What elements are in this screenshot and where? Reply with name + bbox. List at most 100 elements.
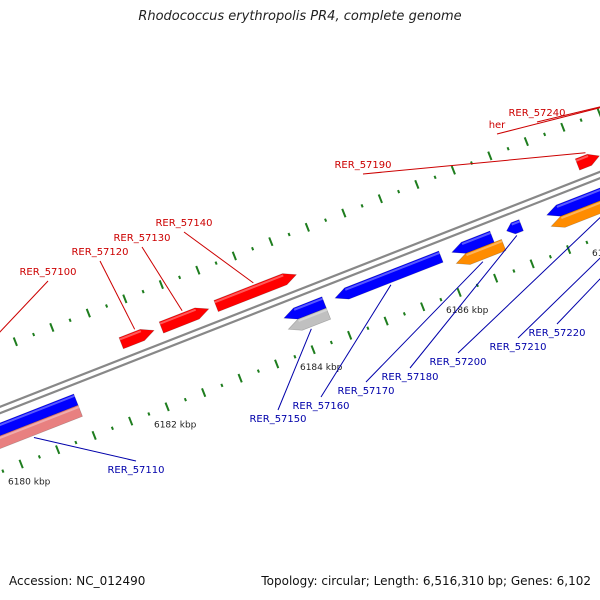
label-leader-line (141, 246, 183, 312)
tick-mark (105, 304, 109, 308)
scale-label: 6188 kbp (592, 249, 600, 259)
gene-arrow-g-o (287, 307, 332, 331)
tick-mark (433, 175, 437, 180)
tick-mark (566, 245, 572, 255)
gene-highlight (214, 274, 284, 304)
gene-highlight (461, 231, 491, 245)
tick-mark (347, 330, 353, 340)
tick-mark (74, 440, 78, 445)
label-leader-line (409, 235, 518, 369)
gene-arrow-g-q (451, 230, 495, 254)
gene-label: RER_57150 (249, 414, 306, 425)
tick-mark (231, 251, 237, 261)
tick-mark (1, 469, 5, 474)
tick-mark (158, 279, 164, 290)
tick-mark (195, 265, 201, 275)
tick-layer (1, 108, 600, 474)
tick-mark (341, 208, 347, 218)
label-leader-line (457, 216, 600, 354)
tick-mark (450, 165, 456, 175)
tick-mark (439, 297, 443, 302)
tick-mark (383, 316, 389, 326)
page-title: Rhodococcus erythropolis PR4, complete g… (138, 9, 462, 24)
tick-mark (529, 259, 535, 269)
label-layer: 6180 kbp 6182 kbp 6184 kbp 6186 kbp 6188 kbp… (0, 106, 600, 487)
tick-mark (329, 340, 333, 345)
gene-label: RER_57180 (381, 372, 438, 383)
label-leader-line (517, 257, 600, 339)
tick-mark (110, 426, 114, 431)
backbone-line (0, 177, 600, 415)
tick-mark (128, 416, 134, 426)
tick-mark (366, 326, 370, 331)
label-leader-line (183, 231, 254, 284)
gene-highlight (0, 406, 80, 439)
tick-mark (237, 373, 243, 383)
gene-highlight (511, 220, 521, 226)
scale-label: 6184 kbp (300, 363, 343, 373)
scale-label: 6182 kbp (154, 420, 197, 430)
gene-highlight (556, 188, 600, 208)
tick-mark (414, 179, 420, 189)
tick-mark (360, 204, 364, 208)
label-leader-line (99, 260, 136, 330)
gene-arrow-g-r (455, 238, 507, 265)
tick-mark (68, 318, 72, 323)
label-leader-line (536, 106, 600, 123)
gene-highlight (0, 394, 75, 427)
backbone-line (0, 170, 600, 408)
tick-mark (251, 246, 255, 251)
gene-highlight (575, 155, 589, 162)
tick-mark (310, 345, 316, 355)
gene-arrow-g-t (546, 187, 600, 217)
tick-mark (493, 273, 499, 283)
tick-mark (91, 430, 97, 440)
label-leader-line (362, 152, 586, 175)
tick-mark (543, 132, 547, 137)
tick-mark (377, 194, 383, 204)
tick-mark (548, 254, 552, 259)
label-leader-line (0, 280, 49, 333)
gene-label: RER_57130 (113, 233, 170, 244)
tick-mark (183, 397, 187, 402)
gene-label: RER_57140 (155, 218, 212, 229)
tick-mark (164, 402, 170, 412)
tick-mark (18, 459, 24, 469)
tick-mark (37, 455, 41, 459)
gene-label: RER_57110 (107, 465, 164, 476)
tick-mark (579, 118, 583, 122)
tick-mark (523, 137, 529, 147)
tick-mark (55, 445, 61, 455)
tick-mark (487, 151, 493, 161)
label-leader-line (496, 107, 600, 135)
scale-label: 6186 kbp (446, 306, 489, 316)
gene-label: RER_57190 (334, 160, 391, 171)
gene-label: RER_57210 (489, 342, 546, 353)
gene-label: her (489, 120, 506, 131)
tick-mark (304, 222, 310, 232)
gene-highlight (561, 201, 600, 219)
tick-mark (274, 359, 280, 369)
accession-text: Accession: NC_012490 (9, 574, 146, 588)
scale-label: 6180 kbp (8, 477, 51, 487)
label-leader-line (277, 328, 312, 411)
label-leader-line (33, 437, 137, 462)
tick-mark (12, 337, 18, 347)
tick-mark (220, 383, 224, 388)
gene-label: RER_57120 (71, 247, 128, 258)
tick-mark (85, 308, 91, 318)
gene-arrow-g-e (118, 329, 155, 350)
genome-info-text: Topology: circular; Length: 6,516,310 bp… (261, 574, 591, 588)
gene-arrow-g-p (334, 250, 444, 300)
tick-mark (147, 412, 151, 416)
tick-mark (201, 387, 207, 398)
tick-mark (141, 289, 145, 294)
gene-highlight (298, 308, 328, 322)
label-leader-line (556, 278, 600, 325)
gene-label: RER_57200 (429, 357, 486, 368)
gene-label: RER_57240 (508, 108, 565, 119)
tick-mark (506, 146, 510, 151)
tick-mark (256, 369, 260, 373)
label-leader-line (320, 284, 392, 398)
